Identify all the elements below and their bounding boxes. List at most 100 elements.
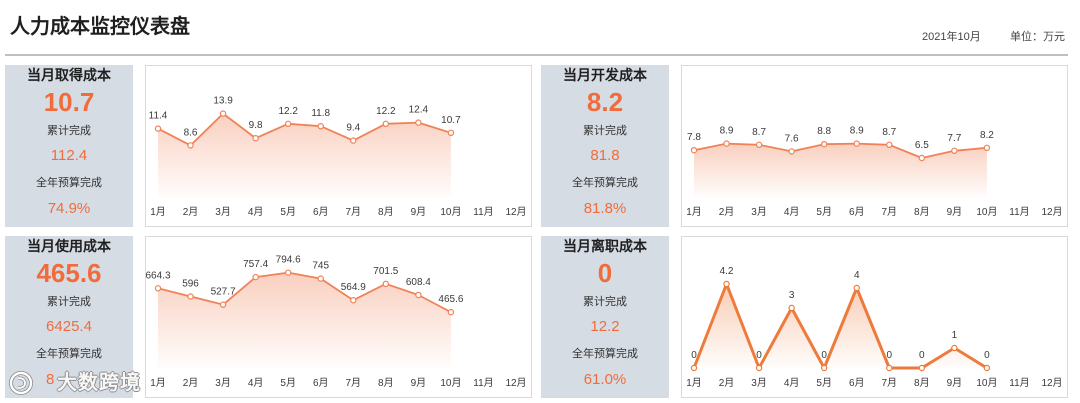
cumulative-label: 累计完成	[47, 296, 91, 308]
series-line	[692, 282, 989, 370]
x-tick-label: 2月	[719, 377, 735, 389]
x-tick-label: 9月	[947, 206, 963, 218]
x-tick-label: 3月	[215, 206, 231, 218]
series-line	[693, 142, 988, 159]
data-point	[350, 297, 357, 304]
data-point	[951, 344, 958, 352]
annual-budget-label: 全年预算完成	[572, 177, 638, 189]
annual-budget-label: 全年预算完成	[36, 177, 102, 189]
cumulative-value: 6425.4	[46, 318, 92, 335]
x-tick-label: 4月	[248, 377, 264, 389]
acquisition-cost-card: 当月取得成本 10.7 累计完成 112.4 全年预算完成 74.9%	[5, 65, 133, 227]
x-tick-label: 3月	[215, 377, 231, 389]
card-title: 当月使用成本	[27, 238, 111, 254]
x-tick-label: 8月	[378, 377, 394, 389]
x-tick-label: 10月	[976, 206, 997, 218]
data-point	[983, 144, 991, 152]
current-month-value: 10.7	[43, 87, 95, 117]
series-line	[157, 112, 452, 147]
x-tick-label: 11月	[473, 377, 493, 389]
data-label: 7.7	[947, 133, 961, 144]
data-label: 0	[691, 350, 697, 361]
data-label: 9.4	[346, 123, 360, 134]
data-point	[382, 120, 390, 128]
data-label: 701.5	[373, 266, 398, 277]
separation-cost-chart-plot: 0 4.2 0 3 0 4 0 0 1 0 1月 2月 3月 4月 5月 6月 7月 8月 9月 10月 11月 12月	[686, 266, 1062, 389]
data-point	[317, 123, 324, 130]
data-point	[382, 280, 390, 288]
annual-budget-label: 全年预算完成	[572, 348, 638, 360]
cumulative-label: 累计完成	[583, 125, 627, 137]
data-point	[886, 364, 893, 372]
data-label: 745	[312, 261, 329, 272]
x-tick-label: 1月	[686, 206, 702, 218]
data-point	[447, 308, 455, 316]
data-point	[820, 364, 828, 372]
x-tick-label: 8月	[378, 206, 394, 218]
data-label: 10.7	[441, 115, 461, 126]
data-point	[187, 293, 194, 300]
current-month-value: 8.2	[586, 87, 624, 117]
data-label: 596	[182, 278, 199, 289]
separation-cost-card: 当月离职成本 0 累计完成 12.2 全年预算完成 61.0%	[541, 236, 669, 398]
x-tick-label: 2月	[183, 377, 199, 389]
report-period: 2021年10月	[922, 31, 981, 43]
series-area	[694, 143, 987, 197]
current-month-value: 465.6	[36, 258, 102, 288]
data-label: 527.7	[211, 287, 236, 298]
series-area	[158, 113, 451, 197]
data-label: 13.9	[213, 96, 233, 107]
cumulative-label: 累计完成	[47, 125, 91, 137]
data-label: 465.6	[438, 294, 463, 305]
x-tick-label: 9月	[411, 377, 427, 389]
x-tick-label: 7月	[881, 206, 897, 218]
watermark-text: 大数跨境	[57, 372, 141, 394]
data-label: 7.8	[687, 132, 701, 143]
data-point	[918, 364, 926, 372]
data-point	[187, 142, 194, 149]
data-point	[415, 119, 422, 126]
x-tick-label: 10月	[440, 206, 461, 218]
data-label: 12.4	[409, 105, 429, 116]
page-title: 人力成本监控仪表盘	[10, 16, 190, 38]
x-tick-label: 4月	[784, 206, 800, 218]
separation-cost-chart: 0 4.2 0 3 0 4 0 0 1 0 1月 2月 3月 4月 5月 6月 7月 8月 9月 10月 11月 12月	[681, 236, 1068, 398]
series-area	[158, 272, 451, 368]
data-label: 11.4	[149, 111, 168, 122]
development-cost-chart-plot: 7.8 8.9 8.7 7.6 8.8 8.9 8.7 6.5 7.7 8.2 1月 2月 3月 4月 5月…	[686, 126, 1062, 218]
cumulative-label: 累计完成	[583, 296, 627, 308]
usage-cost-chart-plot: 664.3 596 527.7 757.4 794.6 745 564.9 701.5 608.…	[145, 255, 526, 389]
x-tick-label: 3月	[751, 206, 767, 218]
usage-cost-card: 当月使用成本 465.6 累计完成 6425.4 全年预算完成 8	[5, 236, 133, 398]
data-label: 564.9	[341, 282, 366, 293]
data-label: 664.3	[145, 270, 170, 281]
x-tick-label: 9月	[947, 377, 963, 389]
data-label: 12.2	[376, 106, 396, 117]
series-line	[157, 271, 452, 314]
data-point	[755, 364, 763, 372]
development-cost-card: 当月开发成本 8.2 累计完成 81.8 全年预算完成 81.8%	[541, 65, 669, 227]
data-point	[723, 280, 730, 288]
x-tick-label: 5月	[816, 206, 832, 218]
data-point	[755, 141, 763, 149]
annual-budget-value: 74.9%	[47, 200, 91, 217]
x-tick-label: 4月	[248, 206, 264, 218]
data-point	[918, 154, 926, 162]
acquisition-cost-chart: 11.4 8.6 13.9 9.8 12.2 11.8 9.4 12.2 12.4 10.7 1月 2…	[145, 65, 532, 227]
x-tick-label: 11月	[1009, 377, 1029, 389]
x-tick-label: 12月	[505, 206, 526, 218]
data-label: 11.8	[311, 108, 330, 119]
data-label: 9.8	[249, 120, 263, 131]
data-label: 7.6	[785, 133, 799, 144]
data-point	[951, 147, 958, 155]
data-point	[252, 273, 259, 281]
data-point	[853, 284, 860, 292]
current-month-value: 0	[597, 258, 613, 288]
x-tick-label: 5月	[280, 377, 296, 389]
header-divider	[5, 54, 1068, 56]
card-title: 当月开发成本	[563, 67, 647, 83]
x-tick-label: 12月	[505, 377, 526, 389]
data-point	[690, 146, 698, 154]
x-tick-label: 6月	[313, 377, 329, 389]
data-label: 757.4	[243, 259, 268, 270]
